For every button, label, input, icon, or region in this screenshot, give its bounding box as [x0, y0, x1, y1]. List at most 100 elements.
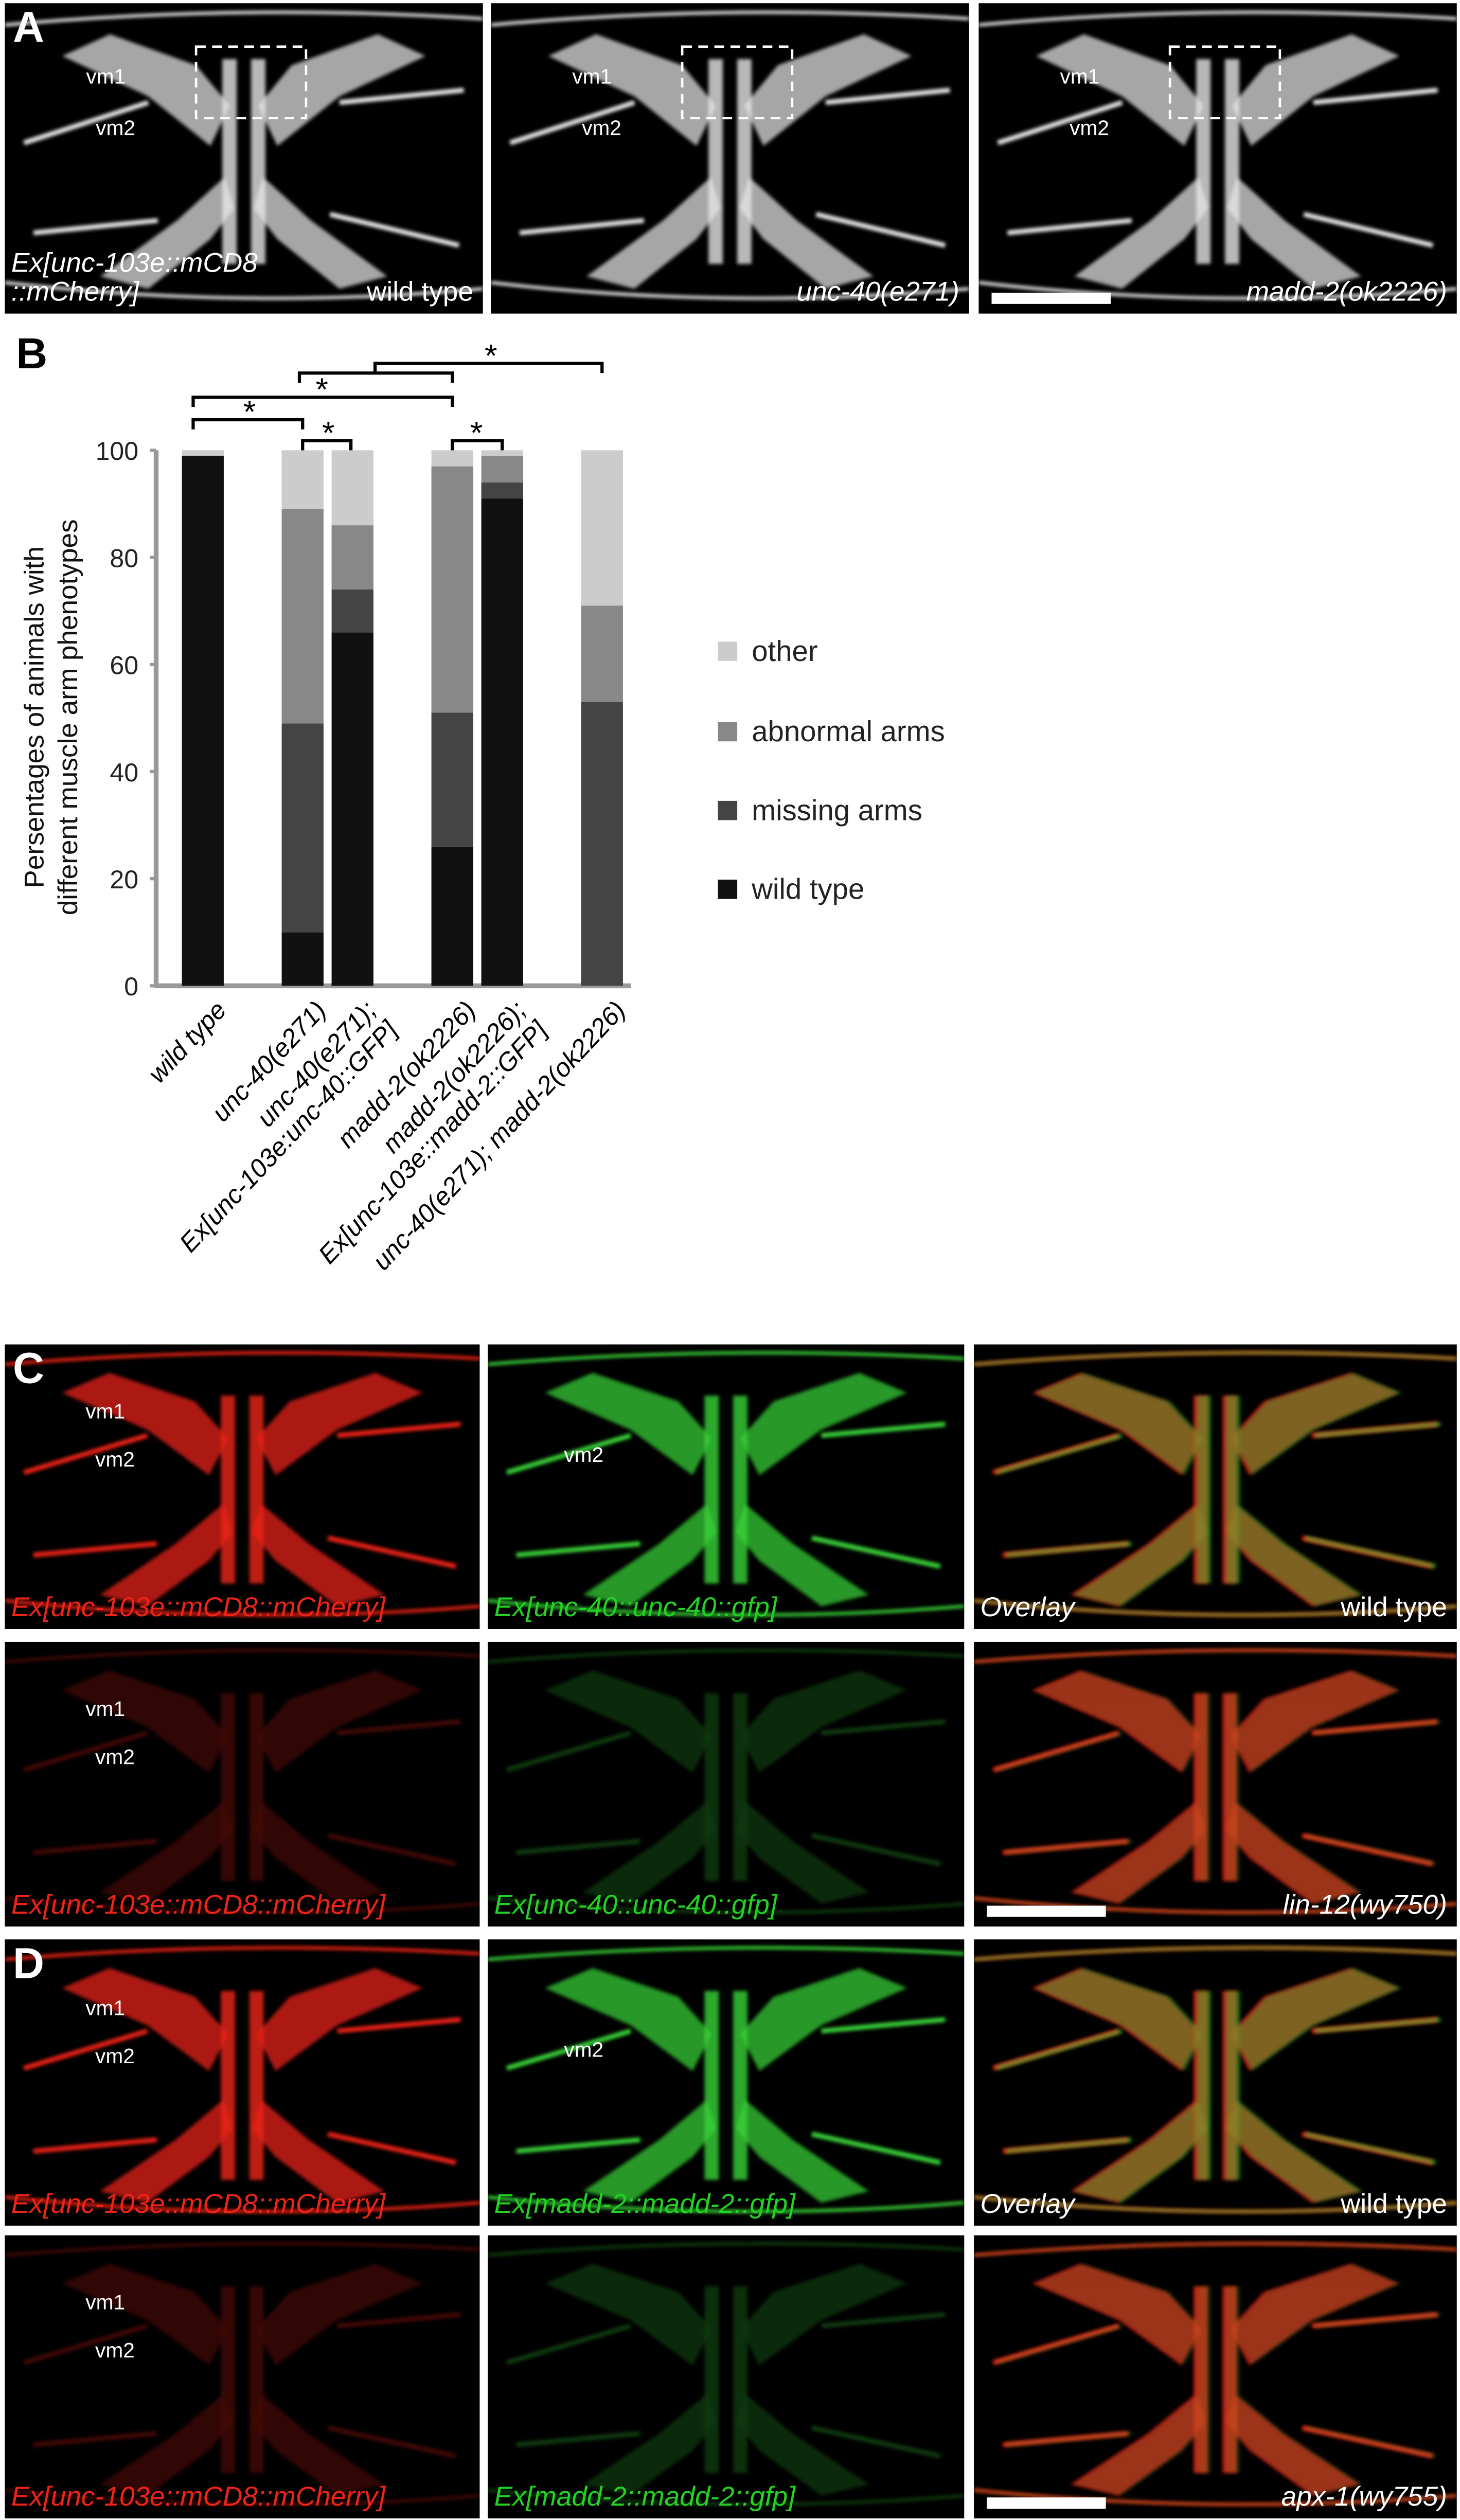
- vulval-cell: [733, 1991, 747, 2180]
- micrograph-image: [5, 1946, 480, 2213]
- bar-segment: [281, 723, 324, 933]
- body-wall: [488, 1946, 965, 1961]
- body-wall: [974, 2488, 1457, 2506]
- genotype: lin-12(wy750): [1283, 1889, 1447, 1921]
- cell-label: vm2: [564, 2038, 604, 2062]
- significance-star: *: [316, 371, 328, 407]
- muscle-arm: [516, 1541, 640, 1558]
- genotype: apx-1(wy755): [1281, 2481, 1447, 2512]
- body-wall: [5, 1351, 480, 1366]
- muscle-arm: [1303, 211, 1434, 248]
- legend-label: wild type: [751, 873, 864, 905]
- significance-star: *: [485, 338, 497, 374]
- muscle-cell: [735, 1801, 869, 1904]
- muscle-arm: [23, 1730, 148, 1773]
- muscle-cell: [1233, 1968, 1402, 2071]
- muscle-cell: [1232, 34, 1400, 146]
- genotype: wild type: [1341, 2189, 1447, 2220]
- y-tick-label: 0: [124, 972, 138, 1001]
- scale-bar: [991, 292, 1111, 304]
- bar-segment: [281, 509, 324, 724]
- bracket: [191, 418, 305, 430]
- vulval-cell: [733, 2286, 747, 2473]
- micrograph: vm1 vm2 Ex[unc-103e::mCD8::mCherry]: [5, 1641, 480, 1927]
- muscle-cell: [1233, 1670, 1402, 1773]
- muscle-arm: [821, 2017, 946, 2034]
- muscle-arm: [1313, 87, 1438, 105]
- zoom-box: [194, 45, 308, 119]
- body-wall: [978, 281, 1457, 300]
- muscle-cell: [545, 1968, 712, 2071]
- muscle-arm: [1305, 1535, 1437, 1569]
- muscle-arm: [337, 1719, 461, 1736]
- vulval-cell: [1197, 1693, 1212, 1881]
- muscle-arm: [995, 2324, 1123, 2365]
- muscle-cell: [1035, 1968, 1204, 2071]
- body-wall: [974, 1599, 1457, 1617]
- significance-star: *: [322, 415, 334, 451]
- muscle-arm: [516, 2431, 640, 2447]
- body-wall: [5, 1946, 480, 1961]
- legend-swatch: [718, 722, 738, 742]
- micrograph: Ex[unc-40::unc-40::gfp]: [488, 1641, 965, 1927]
- body-wall: [488, 2195, 965, 2213]
- muscle-arm: [811, 2132, 941, 2165]
- cell-group: [488, 2242, 965, 2506]
- muscle-arm: [1314, 2312, 1441, 2329]
- vulval-cell: [704, 1991, 719, 2180]
- body-wall: [974, 1896, 1457, 1915]
- muscle-cell: [252, 1801, 385, 1904]
- vulval-cell: [221, 1991, 236, 2180]
- cell-label: vm1: [85, 1995, 126, 2019]
- vulval-cell: [1225, 59, 1239, 264]
- muscle-cell: [1228, 1801, 1364, 1904]
- muscle-cell: [99, 1504, 233, 1606]
- vulval-cell: [249, 2286, 264, 2473]
- muscle-cell: [252, 1504, 385, 1606]
- muscle-arm: [821, 1719, 946, 1736]
- cell-label: vm1: [1060, 63, 1100, 88]
- bar-segment: [431, 712, 473, 847]
- caption: Ex[madd-2::madd-2::gfp]: [494, 2189, 796, 2220]
- muscle-arm: [997, 100, 1123, 146]
- muscle-arm: [516, 1838, 640, 1855]
- muscle-cell: [744, 34, 912, 146]
- muscle-arm: [33, 1838, 157, 1855]
- vulval-cell: [1197, 2286, 1212, 2473]
- muscle-cell: [99, 2099, 233, 2203]
- cell-group: [974, 2242, 1457, 2506]
- cell-group: [978, 10, 1457, 300]
- muscle-arm: [337, 2312, 461, 2329]
- cell-label: vm2: [95, 2338, 135, 2363]
- body-wall: [488, 1599, 965, 1617]
- muscle-arm: [516, 2137, 640, 2154]
- micrograph: Overlay wild type: [974, 1939, 1457, 2226]
- muscle-cell: [62, 2263, 228, 2366]
- cell-label: vm2: [96, 116, 135, 141]
- bar-segment: [331, 589, 373, 633]
- muscle-arm: [519, 218, 645, 236]
- genotype: wild type: [1341, 1592, 1447, 1623]
- muscle-cell: [586, 177, 721, 289]
- muscle-cell: [256, 1968, 423, 2071]
- muscle-cell: [740, 1372, 907, 1476]
- vulval-cell: [249, 1991, 264, 2180]
- vulval-cell: [221, 2286, 236, 2473]
- muscle-arm: [33, 2431, 157, 2447]
- muscle-arm: [327, 2132, 457, 2165]
- cell-label: vm1: [85, 1400, 126, 1424]
- cell-group: [974, 1648, 1457, 1915]
- muscle-cell: [62, 1670, 228, 1773]
- legend-label: other: [752, 635, 817, 667]
- y-tick-label: 20: [110, 865, 138, 894]
- micrograph: Overlay wild type: [974, 1344, 1457, 1629]
- micrograph-image: [974, 1351, 1457, 1617]
- muscle-arm: [23, 2324, 148, 2365]
- muscle-cell: [739, 177, 874, 289]
- significance-star: *: [470, 415, 483, 451]
- cell-label: vm2: [95, 1448, 135, 1473]
- body-wall: [488, 2242, 965, 2257]
- genotype: madd-2(ok2226): [1246, 277, 1447, 308]
- muscle-cell: [1074, 1504, 1209, 1606]
